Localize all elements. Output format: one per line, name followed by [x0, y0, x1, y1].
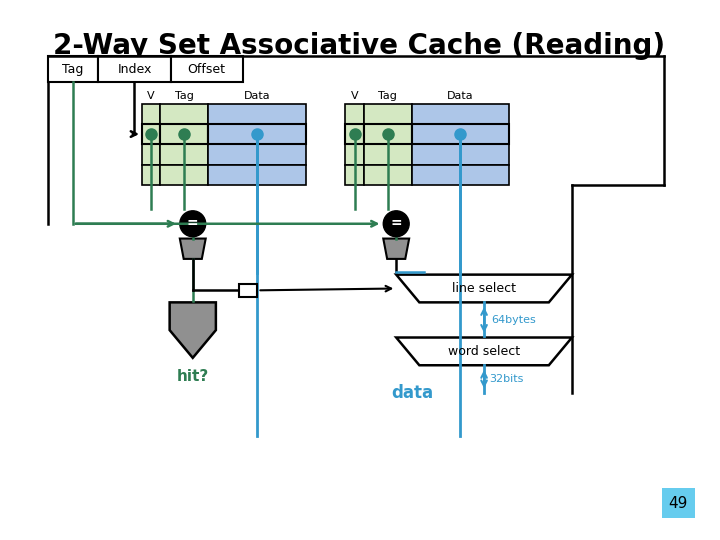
Bar	[209, 144, 305, 165]
Polygon shape	[396, 338, 572, 365]
Text: line select: line select	[452, 282, 516, 295]
Text: data: data	[391, 384, 433, 402]
Text: 2-Way Set Associative Cache (Reading): 2-Way Set Associative Cache (Reading)	[53, 32, 665, 60]
Text: V: V	[148, 91, 155, 101]
Bar	[412, 124, 509, 144]
Text: 49: 49	[669, 496, 688, 510]
Text: Index: Index	[117, 63, 152, 76]
Circle shape	[383, 211, 409, 237]
Bar	[346, 165, 364, 185]
Bar	[412, 124, 509, 144]
Text: Tag: Tag	[63, 63, 84, 76]
Circle shape	[180, 211, 206, 237]
Polygon shape	[383, 239, 409, 259]
Text: Tag: Tag	[379, 91, 397, 101]
Bar	[142, 165, 161, 185]
Bar	[412, 144, 509, 165]
Bar	[346, 124, 364, 144]
Bar	[142, 144, 161, 165]
Bar	[364, 165, 412, 185]
Text: =: =	[187, 216, 199, 230]
Bar	[161, 124, 209, 144]
Bar	[346, 104, 364, 124]
Bar	[346, 124, 364, 144]
Bar	[161, 165, 209, 185]
Bar	[209, 165, 305, 185]
Bar	[364, 124, 412, 144]
Bar	[412, 104, 509, 124]
Text: Data: Data	[447, 91, 474, 101]
Bar	[412, 165, 509, 185]
Bar	[346, 144, 364, 165]
Bar	[209, 104, 305, 124]
Text: =: =	[390, 216, 402, 230]
Bar	[364, 104, 412, 124]
Text: Offset: Offset	[188, 63, 225, 76]
Bar	[171, 56, 243, 82]
Bar	[99, 56, 171, 82]
Bar	[662, 488, 695, 518]
Text: word select: word select	[448, 345, 520, 358]
Bar	[142, 104, 161, 124]
Bar	[48, 56, 99, 82]
Polygon shape	[180, 239, 206, 259]
Text: Tag: Tag	[175, 91, 194, 101]
Bar	[142, 124, 161, 144]
Text: 64bytes: 64bytes	[492, 315, 536, 325]
Bar	[209, 124, 305, 144]
Text: hit?: hit?	[176, 369, 209, 384]
Polygon shape	[396, 275, 572, 302]
Bar	[239, 284, 258, 297]
Bar	[161, 124, 209, 144]
Text: 32bits: 32bits	[489, 374, 523, 384]
Bar	[364, 144, 412, 165]
Bar	[161, 144, 209, 165]
Bar	[364, 124, 412, 144]
Bar	[209, 124, 305, 144]
Bar	[142, 124, 161, 144]
Bar	[161, 104, 209, 124]
Polygon shape	[170, 302, 216, 358]
Text: Data: Data	[244, 91, 270, 101]
Text: V: V	[351, 91, 359, 101]
